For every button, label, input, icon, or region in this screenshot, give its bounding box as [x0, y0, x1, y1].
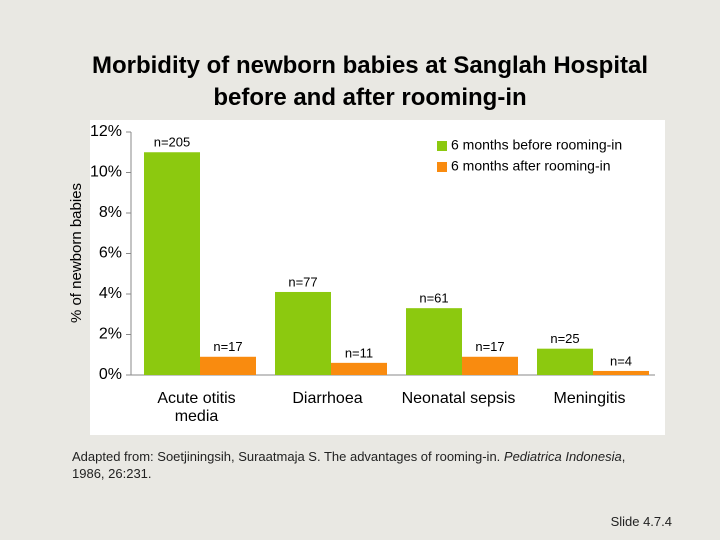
y-tick-label: 10% [90, 164, 122, 181]
bar-label: n=4 [610, 353, 632, 368]
slide-number: Slide 4.7.4 [610, 514, 672, 529]
bar [406, 308, 462, 375]
bar [200, 356, 256, 375]
bar [275, 291, 331, 375]
y-tick-label: 6% [99, 245, 122, 262]
legend-swatch [437, 141, 447, 151]
source-text: Adapted from: Soetjiningsih, Suraatmaja … [72, 449, 504, 464]
y-tick-label: 8% [99, 204, 122, 221]
bar [331, 362, 387, 375]
chart-title: Morbidity of newborn babies at Sanglah H… [91, 52, 649, 111]
source-note: Adapted from: Soetjiningsih, Suraatmaja … [72, 448, 632, 482]
source-journal: Pediatrica Indonesia [503, 449, 622, 464]
y-tick-label: 12% [90, 123, 122, 140]
bar-label: n=11 [345, 345, 373, 360]
bar-label: n=205 [154, 135, 191, 150]
bar-label: n=25 [550, 331, 579, 346]
bar [537, 348, 593, 375]
y-tick-label: 0% [99, 366, 122, 383]
bar-label: n=17 [475, 339, 504, 354]
bar-label: n=61 [419, 291, 448, 306]
y-tick-label: 2% [99, 326, 122, 343]
legend-label: 6 months after rooming-in [451, 158, 611, 174]
x-tick-label: Diarrhoea [292, 390, 363, 407]
y-tick-label: 4% [99, 285, 122, 302]
bar-label: n=17 [213, 339, 242, 354]
y-axis-title: % of newborn babies [68, 183, 85, 323]
bar-label: n=77 [288, 274, 317, 289]
bar [593, 370, 649, 375]
x-tick-label: Acute otitis media [157, 390, 236, 425]
source-text: , 1986, 26:231. [72, 449, 626, 481]
x-tick-label: Meningitis [553, 390, 626, 407]
legend-label: 6 months before rooming-in [451, 137, 622, 153]
x-tick-label: Neonatal sepsis [401, 390, 516, 407]
bar [462, 356, 518, 375]
bar [144, 152, 200, 375]
legend-swatch [437, 162, 447, 172]
